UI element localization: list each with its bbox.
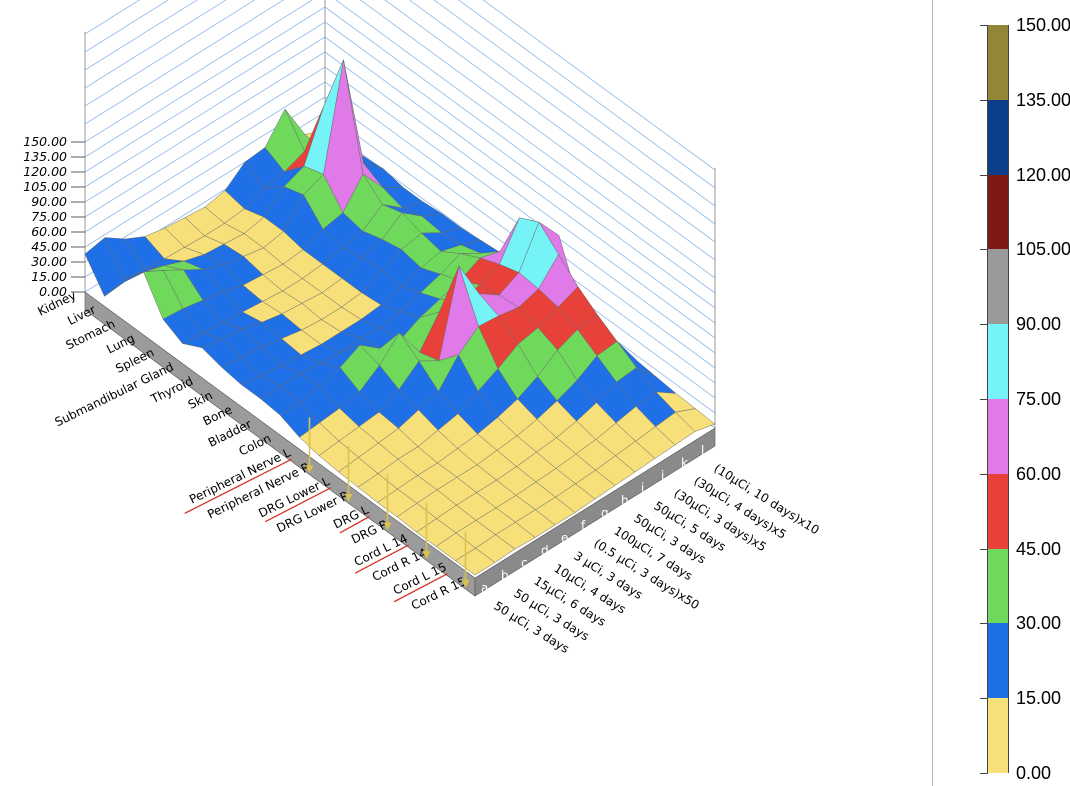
back-wall-gridline (84, 0, 141, 35)
legend-label: 45.00 (1016, 538, 1062, 559)
z-tick-label: 135.00 (23, 149, 67, 164)
side-wall-gridline (335, 0, 716, 279)
side-wall-gridline (408, 0, 716, 225)
tissue-underline (339, 515, 370, 534)
legend-swatch (987, 99, 1009, 175)
back-wall-gridline (84, 51, 326, 203)
side-wall-gridline (433, 0, 716, 207)
tissue-underline (264, 487, 331, 523)
z-tick-label: 0.00 (39, 284, 67, 299)
legend-tick (980, 698, 988, 700)
z-tick-label: 45.00 (31, 239, 67, 254)
z-tick-label: 75.00 (31, 209, 67, 224)
legend-tick (980, 773, 988, 774)
legend-tick (980, 548, 988, 550)
group-letter: a (481, 581, 488, 595)
legend-label: 0.00 (1016, 763, 1052, 783)
side-wall-gridline (457, 0, 716, 189)
group-letter: g (601, 506, 609, 520)
side-wall-gridline (324, 36, 716, 324)
tissue-arrow-head (461, 579, 470, 588)
tissue-arrow-head (383, 522, 392, 531)
legend-label: 120.00 (1016, 164, 1070, 185)
group-letter: l (701, 444, 704, 458)
tissue-arrow-head (422, 551, 431, 560)
group-letter: c (521, 556, 528, 570)
legend-label: 60.00 (1016, 463, 1062, 484)
back-wall-gridline (84, 0, 285, 125)
back-wall-gridline (84, 21, 326, 173)
legend-label: 105.00 (1016, 239, 1070, 260)
legend-swatch (987, 25, 1009, 100)
side-wall-gridline (482, 0, 716, 171)
legend-label: 90.00 (1016, 314, 1062, 335)
legend-swatch (987, 623, 1009, 699)
legend-label: 15.00 (1016, 688, 1062, 709)
z-tick-label: 30.00 (31, 254, 67, 269)
back-wall-gridline (84, 0, 256, 107)
group-letter: j (660, 469, 664, 483)
tissue-arrow-head (344, 493, 353, 502)
legend-swatch (987, 249, 1009, 325)
color-legend: 0.00 15.00 30.00 45.00 60.00 75.00 90.00 105.00… (960, 0, 1070, 786)
back-wall-gridline (84, 36, 326, 188)
z-tick-label: 60.00 (31, 224, 67, 239)
legend-label: 135.00 (1016, 89, 1070, 110)
legend-tick (980, 99, 988, 101)
side-wall-gridline (359, 0, 716, 261)
side-wall-gridline (324, 6, 716, 294)
legend-tick (980, 25, 988, 26)
legend-tick (980, 249, 988, 251)
tissue-arrow-head (305, 465, 314, 474)
group-letter: h (621, 494, 629, 508)
group-letter: i (641, 481, 644, 495)
floor-side-edge (474, 427, 716, 597)
legend-label: 30.00 (1016, 613, 1062, 634)
tissue-underline (393, 573, 448, 603)
panel-divider (932, 0, 933, 786)
side-wall-gridline (384, 0, 716, 243)
legend-swatch (987, 174, 1009, 250)
group-letter: f (581, 519, 586, 533)
legend-label: 150.00 (1016, 15, 1070, 35)
tissue-underline (354, 544, 409, 574)
legend-tick (980, 324, 988, 326)
side-wall-gridline (324, 51, 716, 339)
side-wall-gridline (324, 66, 716, 354)
back-wall-gridline (84, 0, 169, 53)
legend-label: 75.00 (1016, 389, 1062, 409)
back-wall-gridline (84, 0, 198, 71)
legend-tick (980, 399, 988, 400)
back-wall-gridline (84, 81, 326, 233)
group-letter: k (681, 456, 688, 470)
tissue-underline (184, 458, 292, 514)
group-letter: m (721, 431, 733, 445)
back-wall (85, 0, 325, 292)
z-tick-label: 120.00 (23, 164, 67, 179)
legend-tick (980, 623, 988, 625)
legend-tick (980, 174, 988, 176)
legend-swatch (987, 698, 1009, 773)
back-wall-gridline (84, 0, 313, 143)
legend-tick (980, 473, 988, 475)
z-tick-label: 15.00 (31, 269, 67, 284)
tissue-label: Liver (65, 302, 98, 328)
group-letter: b (501, 569, 509, 583)
legend-swatch (987, 473, 1009, 549)
group-letter: e (561, 531, 568, 545)
z-tick-label: 105.00 (23, 179, 67, 194)
side-wall-gridline (324, 21, 716, 309)
legend-swatch (987, 548, 1009, 624)
legend-swatch (987, 324, 1009, 399)
back-wall-gridline (84, 0, 227, 89)
back-wall-gridline (84, 66, 326, 218)
group-letter: d (541, 544, 549, 558)
legend-swatch (987, 399, 1009, 474)
z-tick-label: 90.00 (31, 194, 67, 209)
z-tick-label: 150.00 (23, 134, 67, 149)
back-wall-gridline (84, 6, 326, 158)
